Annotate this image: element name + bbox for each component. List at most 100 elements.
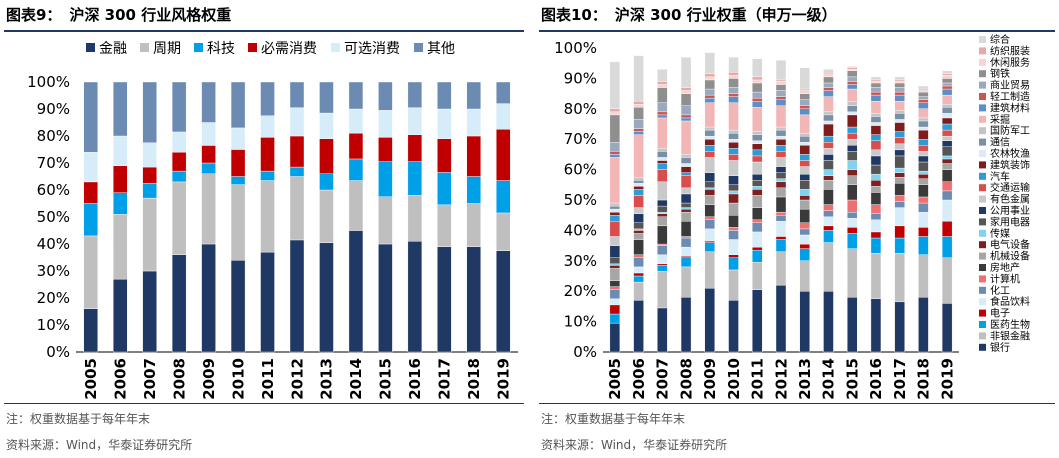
x-tick-label: 2017 xyxy=(891,358,909,400)
bar-segment xyxy=(83,181,98,204)
y-tick-label: 100% xyxy=(27,73,70,91)
bar-segment xyxy=(870,298,882,353)
bar-segment xyxy=(847,151,858,161)
bar-segment xyxy=(752,155,763,163)
y-tick-label: 20% xyxy=(37,289,70,307)
bar-segment xyxy=(633,300,644,353)
legend-swatch xyxy=(194,43,203,52)
bar-segment xyxy=(633,104,644,108)
bar-segment xyxy=(609,289,621,299)
bar-segment xyxy=(112,278,128,353)
bar-segment xyxy=(348,158,364,181)
bar-segment xyxy=(918,196,929,204)
bar-segment xyxy=(609,304,621,315)
bar-segment xyxy=(496,180,511,214)
bar-segment xyxy=(870,155,882,166)
bar-segment xyxy=(728,102,739,131)
bar-segment xyxy=(466,108,481,137)
bar-segment xyxy=(230,127,246,150)
bar-segment xyxy=(775,166,787,173)
bar-segment xyxy=(112,192,128,215)
bar-segment xyxy=(728,300,739,353)
bar-segment xyxy=(609,221,621,237)
bar-segment xyxy=(775,59,787,81)
bar-segment xyxy=(319,242,334,353)
bar-segment xyxy=(752,82,763,93)
bar-segment xyxy=(870,122,882,126)
bar-segment xyxy=(407,195,423,242)
bar-segment xyxy=(941,94,953,105)
bar-segment xyxy=(894,143,905,151)
bar-segment xyxy=(823,72,834,75)
x-tick-label: 2005 xyxy=(82,358,100,400)
bar-segment xyxy=(775,81,787,85)
bar-segment xyxy=(609,208,621,213)
y-tick-label: 80% xyxy=(37,127,70,145)
bar-segment xyxy=(847,297,858,353)
bar-segment xyxy=(680,105,692,116)
bar-segment xyxy=(894,301,905,353)
bar-segment xyxy=(466,135,481,177)
bar-segment xyxy=(775,181,787,189)
bar-segment xyxy=(918,85,929,90)
bar-segment xyxy=(941,104,953,108)
bar-segment xyxy=(799,132,810,137)
bar-segment xyxy=(870,149,882,157)
bar-segment xyxy=(496,212,511,251)
bar-segment xyxy=(870,125,882,135)
bar-segment xyxy=(941,75,953,79)
figure-10-label: 图表10： xyxy=(541,6,607,24)
bar-segment xyxy=(657,307,668,353)
bar-segment xyxy=(201,243,216,353)
bar-segment xyxy=(680,257,692,268)
bar-segment xyxy=(633,134,644,178)
bar-segment xyxy=(609,263,621,266)
bar-segment xyxy=(752,219,763,223)
legend-swatch xyxy=(979,286,986,294)
bar-segment xyxy=(609,157,621,204)
bar-segment xyxy=(201,145,216,164)
legend-swatch xyxy=(140,43,149,52)
legend-swatch xyxy=(979,36,986,43)
bar-segment xyxy=(823,90,834,97)
bar-segment xyxy=(752,189,763,196)
bar-segment xyxy=(704,94,716,99)
bar-segment xyxy=(847,100,858,106)
bar-segment xyxy=(823,230,834,243)
legend-label: 休闲服务 xyxy=(990,56,1030,69)
legend-swatch xyxy=(979,275,986,283)
legend-label: 银行 xyxy=(990,341,1010,354)
bar-segment xyxy=(728,175,739,185)
bar-segment xyxy=(609,154,621,158)
bar-segment xyxy=(941,78,953,84)
bar-segment xyxy=(378,243,393,353)
bar-segment xyxy=(657,87,668,103)
legend-label: 钢铁 xyxy=(990,67,1010,80)
legend-label: 交通运输 xyxy=(990,181,1030,194)
bar-segment xyxy=(823,76,834,84)
bar-segment xyxy=(894,252,905,303)
bar-segment xyxy=(230,259,246,353)
bar-segment xyxy=(894,94,905,102)
legend-label: 家用电器 xyxy=(990,215,1030,228)
legend-label: 电气设备 xyxy=(990,238,1030,251)
bar-segment xyxy=(609,214,621,222)
bar-segment xyxy=(775,84,787,91)
bar-segment xyxy=(704,240,716,243)
bar-segment xyxy=(609,268,621,281)
bar-segment xyxy=(633,222,644,230)
bar-segment xyxy=(894,76,905,81)
bar-segment xyxy=(171,254,187,353)
bar-segment xyxy=(466,81,481,110)
bar-segment xyxy=(633,176,644,181)
x-tick-label: 2012 xyxy=(288,358,306,400)
bar-segment xyxy=(870,237,882,254)
bar-segment xyxy=(870,164,882,175)
bar-segment xyxy=(799,243,810,249)
bar-segment xyxy=(775,129,787,137)
bar-segment xyxy=(680,211,692,222)
bar-segment xyxy=(319,81,334,114)
bar-segment xyxy=(437,246,452,353)
bar-segment xyxy=(799,160,810,167)
bar-segment xyxy=(823,225,834,231)
